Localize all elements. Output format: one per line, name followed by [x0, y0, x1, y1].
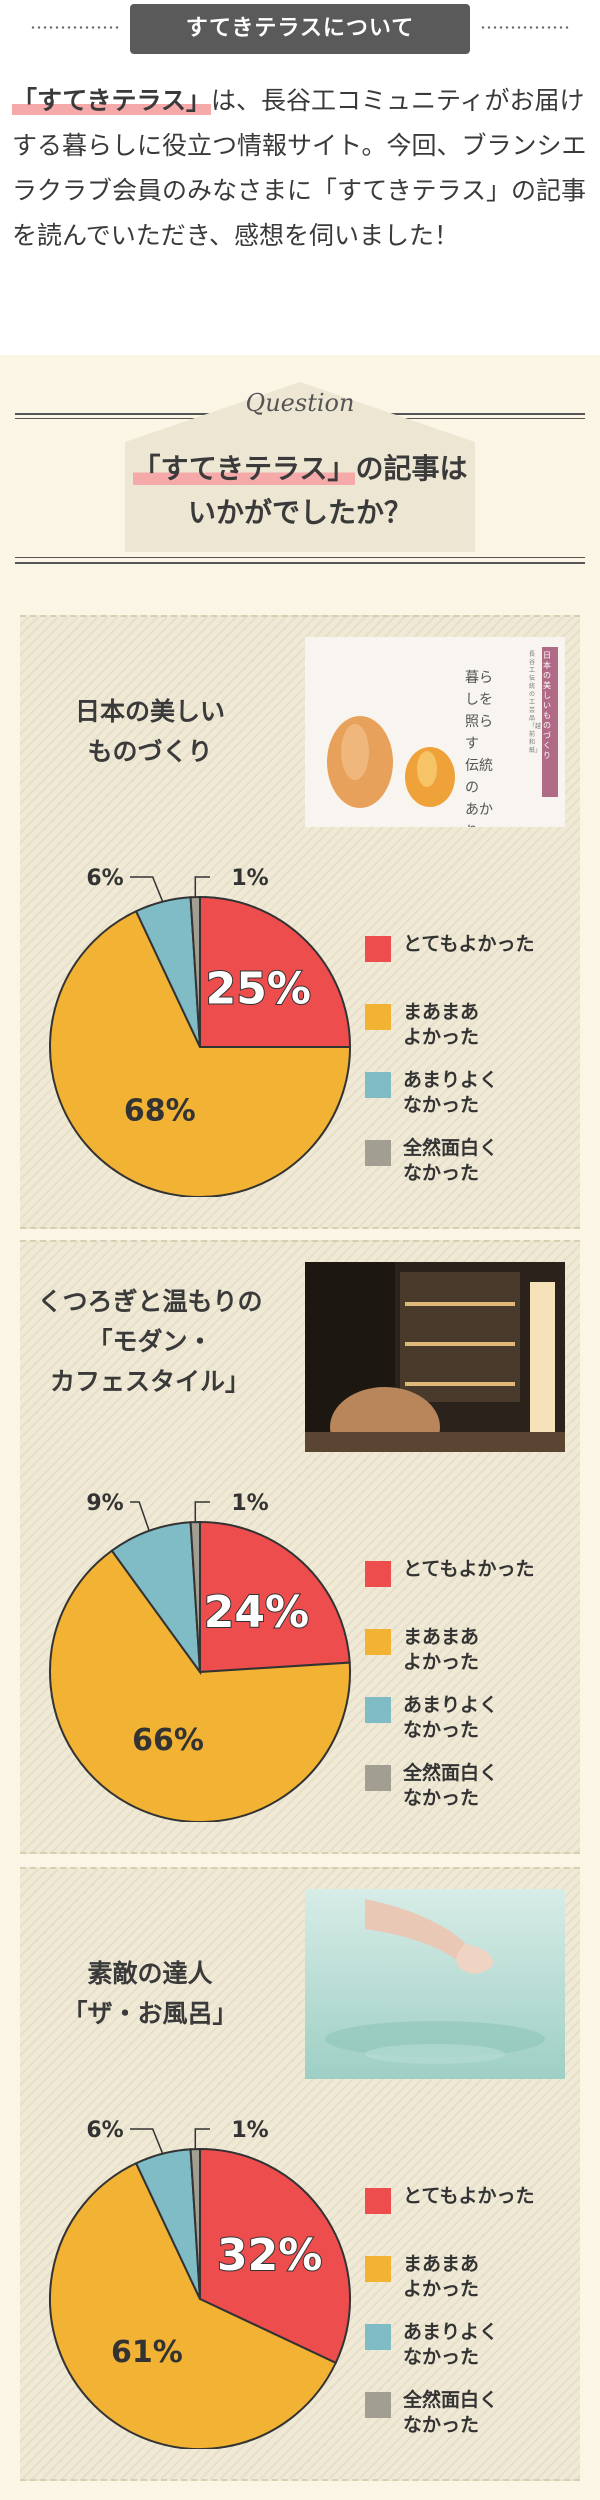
- pie-label-2: 9%: [86, 1492, 123, 1516]
- pie-chart-1: 25% 68% 6% 1%: [49, 867, 352, 1197]
- legend-label: まあまあ よかった: [403, 2253, 480, 2300]
- pie-chart-2: 24% 66% 9% 1%: [49, 1492, 351, 1822]
- legend-item: 全然面白く なかった: [365, 1761, 575, 1829]
- intro-body: は、長谷工コミュニティがお届けする暮らしに役立つ情報サイト。今回、ブランシエラク…: [12, 86, 587, 250]
- legend-item: とてもよかった: [365, 1557, 575, 1625]
- chart-legend-2: とてもよかったまあまあ よかった あまりよく なかった 全然面白く なかった: [365, 1557, 575, 1829]
- photo-caption: 暮らしを 照らす 伝統の あかり: [465, 670, 493, 827]
- legend-label: とてもよかった: [403, 933, 535, 955]
- card-title-text: 素敵の達人 「ザ・お風呂」: [62, 1959, 238, 2028]
- intro-highlight: 「すてきテラス」: [12, 86, 212, 115]
- chart-legend-3: とてもよかったまあまあ よかった あまりよく なかった 全然面白く なかった: [365, 2184, 575, 2456]
- legend-label: あまりよく なかった: [403, 1694, 499, 1741]
- legend-item: まあまあ よかった: [365, 1000, 575, 1068]
- pie-label-1: 68%: [124, 1093, 196, 1128]
- legend-swatch: [365, 2188, 391, 2214]
- legend-item: あまりよく なかった: [365, 2320, 575, 2388]
- pie-slice-2: [110, 1521, 202, 1676]
- card-title: 素敵の達人 「ザ・お風呂」: [20, 1954, 280, 2034]
- question-label: Question: [245, 389, 355, 417]
- legend-item: 全然面白く なかった: [365, 2388, 575, 2456]
- pie-slice-1: [49, 2161, 338, 2449]
- survey-card-2: くつろぎと温もりの 「モダン・ カフェスタイル」 24% 66% 9% 1% とてもよ…: [20, 1240, 580, 1854]
- card-title-text: 日本の美しい ものづくり: [74, 697, 225, 766]
- legend-swatch: [365, 2256, 391, 2282]
- legend-swatch: [365, 936, 391, 962]
- photo-note: 長谷工伝統の工芸品「越前和紙」: [529, 651, 542, 754]
- card-title: くつろぎと温もりの 「モダン・ カフェスタイル」: [20, 1282, 280, 1402]
- legend-swatch: [365, 1765, 391, 1791]
- pie-leader-2: [130, 1501, 150, 1532]
- survey-section: Question 「すてきテラス」の記事は いかがでしたか？ 日本の美しい もの…: [0, 355, 600, 2500]
- legend-label: あまりよく なかった: [403, 1069, 499, 1116]
- pie-label-3: 1%: [231, 867, 268, 891]
- card-photo-lamps: 暮らしを 照らす 伝統の あかり 日本の美しいものづくり 長谷工伝統の工芸品「越…: [305, 637, 565, 827]
- pie-label-3: 1%: [231, 2119, 268, 2143]
- legend-swatch: [365, 1697, 391, 1723]
- legend-label: 全然面白く なかった: [403, 2389, 499, 2436]
- card-title: 日本の美しい ものづくり: [20, 692, 280, 772]
- header-dots-left: [30, 26, 120, 29]
- question-title: 「すてきテラス」の記事は いかがでしたか？: [0, 447, 600, 535]
- question-rule-bottom: [15, 562, 585, 564]
- pie-label-2: 6%: [86, 2119, 123, 2143]
- pie-slice-0: [199, 2147, 351, 2365]
- pie-chart-3: 32% 61% 6% 1%: [49, 2119, 351, 2449]
- pie-label-0: 24%: [204, 1587, 309, 1638]
- legend-item: あまりよく なかった: [365, 1693, 575, 1761]
- intro-text: 「すてきテラス」は、長谷工コミュニティがお届けする暮らしに役立つ情報サイト。今回…: [12, 78, 594, 258]
- legend-label: とてもよかった: [403, 1558, 535, 1580]
- question-rule-bottom-thin: [15, 557, 585, 558]
- legend-label: まあまあ よかった: [403, 1001, 480, 1048]
- legend-item: 全然面白く なかった: [365, 1136, 575, 1204]
- pie-label-0: 25%: [206, 964, 311, 1015]
- legend-label: 全然面白く なかった: [403, 1137, 499, 1184]
- pie-slice-0: [199, 895, 352, 1048]
- question-title-highlight: 「すてきテラス」: [132, 452, 356, 485]
- legend-swatch: [365, 1004, 391, 1030]
- pie-slice-3: [189, 895, 201, 1048]
- pie-leader-3: [194, 2128, 210, 2150]
- header-title: すてきテラスについて: [130, 4, 470, 54]
- question-title-rest: の記事は: [355, 452, 468, 485]
- pie-slice-1: [49, 909, 352, 1197]
- survey-card-1: 日本の美しい ものづくり 暮らしを 照らす 伝統の あかり 日本の美しいものづく…: [20, 615, 580, 1229]
- header-dots-right: [480, 26, 570, 29]
- card-title-text: くつろぎと温もりの 「モダン・ カフェスタイル」: [37, 1287, 263, 1396]
- legend-item: とてもよかった: [365, 2184, 575, 2252]
- legend-label: とてもよかった: [403, 2185, 535, 2207]
- card-photo-interior: [305, 1262, 565, 1452]
- section-header: すてきテラスについて: [0, 0, 600, 58]
- pie-slice-0: [199, 1520, 351, 1674]
- survey-card-3: 素敵の達人 「ザ・お風呂」 32% 61% 6%: [20, 1867, 580, 2481]
- legend-swatch: [365, 1072, 391, 1098]
- legend-item: とてもよかった: [365, 932, 575, 1000]
- legend-swatch: [365, 1140, 391, 1166]
- pie-label-2: 6%: [86, 867, 123, 891]
- legend-label: 全然面白く なかった: [403, 1762, 499, 1809]
- pie-leader-2: [130, 2128, 164, 2154]
- pie-label-3: 1%: [231, 1492, 268, 1516]
- pie-leader-2: [130, 876, 164, 902]
- pie-leader-3: [194, 876, 210, 898]
- legend-swatch: [365, 2392, 391, 2418]
- photo-tag: 日本の美しいものづくり: [543, 651, 551, 760]
- legend-item: あまりよく なかった: [365, 1068, 575, 1136]
- card-photo-bath: [305, 1889, 565, 2079]
- legend-label: あまりよく なかった: [403, 2321, 499, 2368]
- legend-item: まあまあ よかった: [365, 1625, 575, 1693]
- pie-slice-1: [49, 1549, 351, 1822]
- pie-label-1: 61%: [111, 2335, 183, 2370]
- pie-label-1: 66%: [132, 1723, 204, 1758]
- legend-swatch: [365, 1561, 391, 1587]
- chart-legend-1: とてもよかったまあまあ よかった あまりよく なかった 全然面白く なかった: [365, 932, 575, 1204]
- legend-item: まあまあ よかった: [365, 2252, 575, 2320]
- legend-swatch: [365, 2324, 391, 2350]
- legend-swatch: [365, 1629, 391, 1655]
- pie-leader-3: [194, 1501, 210, 1523]
- legend-label: まあまあ よかった: [403, 1626, 480, 1673]
- question-title-line2: いかがでしたか？: [187, 496, 412, 529]
- pie-label-0: 32%: [217, 2230, 322, 2281]
